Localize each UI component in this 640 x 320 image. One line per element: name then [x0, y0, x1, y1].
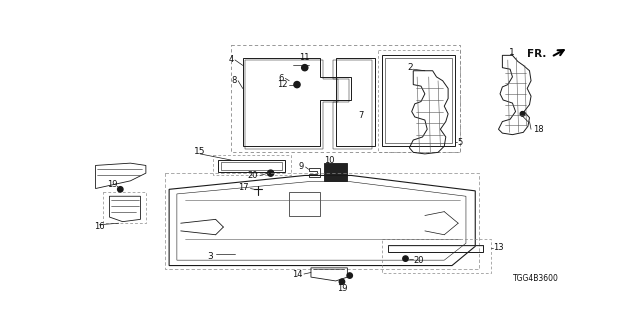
Text: 8: 8 — [231, 76, 237, 85]
Text: 14: 14 — [292, 269, 303, 278]
Text: 18: 18 — [532, 125, 543, 134]
Text: 1: 1 — [509, 48, 515, 57]
Polygon shape — [324, 163, 348, 181]
Text: 13: 13 — [493, 243, 504, 252]
Text: 5: 5 — [458, 138, 463, 147]
Text: FR.: FR. — [527, 49, 547, 59]
Text: 7: 7 — [358, 111, 364, 120]
Text: 12: 12 — [277, 80, 288, 89]
Text: 20: 20 — [413, 256, 424, 265]
Text: 11: 11 — [300, 52, 310, 61]
Text: 9: 9 — [299, 162, 304, 171]
Text: 2: 2 — [407, 63, 413, 72]
Circle shape — [268, 170, 274, 176]
Text: 19: 19 — [337, 284, 347, 293]
Text: 16: 16 — [94, 222, 105, 231]
Circle shape — [118, 187, 123, 192]
Text: 17: 17 — [238, 183, 249, 192]
Text: 19: 19 — [108, 180, 118, 189]
Circle shape — [347, 273, 353, 278]
Circle shape — [403, 256, 408, 261]
Text: 20: 20 — [248, 171, 259, 180]
Text: 10: 10 — [324, 156, 335, 164]
Text: 3: 3 — [207, 252, 213, 261]
Circle shape — [301, 65, 308, 71]
Circle shape — [339, 279, 345, 284]
Circle shape — [294, 82, 300, 88]
Circle shape — [520, 112, 525, 116]
Text: 6: 6 — [278, 74, 284, 83]
Text: 4: 4 — [228, 55, 234, 64]
Text: TGG4B3600: TGG4B3600 — [513, 274, 559, 283]
Text: 15: 15 — [195, 147, 206, 156]
